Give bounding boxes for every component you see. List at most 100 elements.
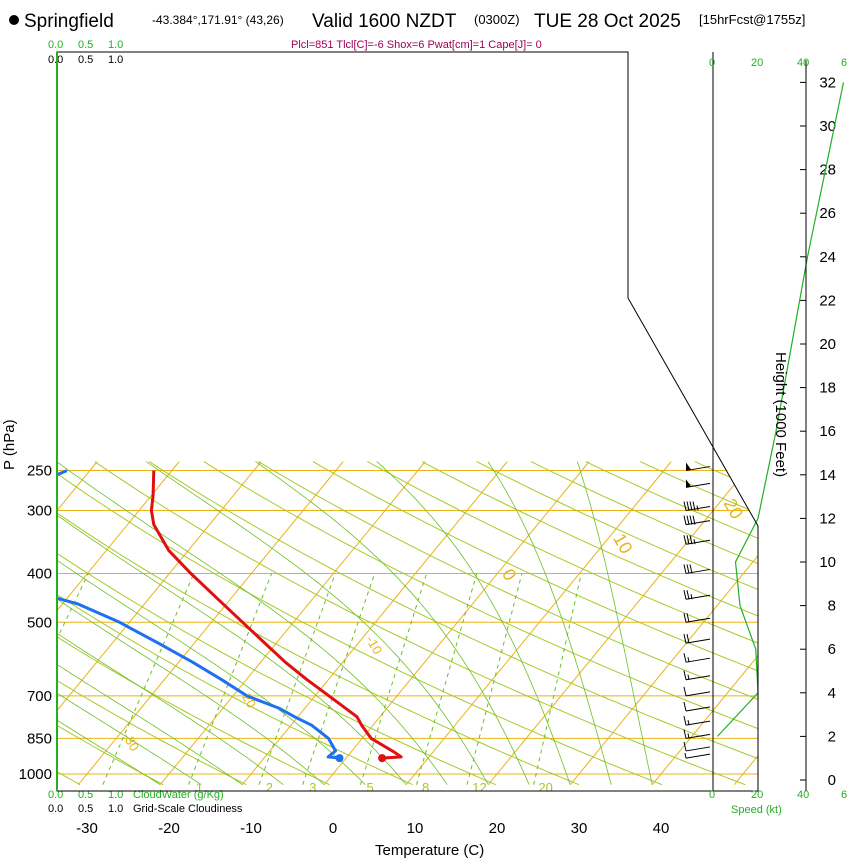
dry-adiabat — [367, 461, 758, 786]
wind-barb-flag — [683, 653, 687, 663]
top-cw-tick-2: 1.0 — [108, 39, 123, 51]
pressure-tick-label: 250 — [27, 463, 52, 480]
surface-dewpoint-point — [335, 754, 344, 763]
isotherm-line — [57, 461, 262, 785]
wind-barb-flag — [683, 535, 687, 545]
wind-barb — [683, 686, 711, 697]
wind-barb — [685, 462, 711, 472]
height-tick-label: 16 — [819, 423, 836, 440]
isotherm-line — [405, 461, 672, 785]
forecast-info: [15hrFcst@1755z] — [699, 12, 805, 27]
wind-barb-flag — [683, 741, 687, 752]
wind-barb-flag — [683, 686, 687, 697]
temperature-tick-label: 0 — [329, 820, 337, 837]
wind-barb-flag — [683, 590, 687, 600]
ws-tick-bot-40: 40 — [797, 789, 809, 801]
wind-barb — [683, 670, 711, 681]
temperature-profile — [149, 470, 403, 760]
wind-barb-pennant — [686, 462, 691, 471]
pressure-tick-label: 700 — [27, 688, 52, 705]
wind-barb — [683, 590, 711, 600]
temperature-tick-label: 30 — [571, 820, 588, 837]
wind-barb-staff — [685, 482, 711, 488]
wind-barb-half — [684, 753, 687, 759]
wind-barb-half — [687, 720, 690, 726]
wind-barb-flag — [686, 590, 690, 600]
moist-adiabat — [57, 461, 161, 786]
wind-barb — [683, 729, 711, 739]
mixing-ratio-line — [258, 573, 336, 785]
height-tick-label: 20 — [819, 336, 836, 353]
top-cw-tick-0: 0.0 — [48, 39, 63, 51]
mixing-ratio-label: 5 — [366, 780, 373, 795]
height-tick-label: 6 — [828, 641, 836, 658]
temperature-tick-label: -30 — [76, 820, 98, 837]
temperature-tick-label: 10 — [407, 820, 424, 837]
dry-adiabat — [94, 461, 746, 786]
moist-adiabat — [487, 461, 612, 785]
wind-speed-label: Speed (kt) — [731, 804, 782, 816]
wind-barb-flag — [686, 613, 690, 623]
x-axis-label: Temperature (C) — [375, 842, 484, 859]
moist-adiabat — [57, 461, 325, 785]
isotherm-line — [57, 461, 180, 785]
bottom-cw-tick-2: 1.0 — [108, 789, 123, 801]
bottom-cl-tick-2: 1.0 — [108, 803, 123, 815]
height-tick-label: 30 — [819, 118, 836, 135]
wind-barb-flag — [692, 515, 696, 525]
dry-adiabat — [530, 461, 758, 786]
isotherm-label: 10 — [609, 530, 636, 557]
ws-tick-bot-extra: 6 — [841, 789, 847, 801]
dry-adiabat — [57, 461, 580, 786]
moist-adiabat — [145, 461, 489, 785]
isotherm-line — [77, 461, 344, 785]
wind-barb-flag — [683, 670, 687, 680]
isotherm-line — [569, 461, 758, 785]
cloudiness-label: Grid-Scale Cloudiness — [133, 803, 243, 815]
dry-adiabat — [57, 461, 496, 786]
wind-barb-pennant — [686, 479, 691, 488]
wind-barb-flag — [686, 501, 690, 511]
dewpoint-profile — [57, 469, 340, 760]
station-name: Springfield — [24, 11, 114, 32]
wind-barb-flag — [683, 613, 687, 623]
wind-barb — [683, 535, 711, 545]
wind-speed-profile — [717, 82, 845, 737]
pressure-tick-label: 1000 — [19, 766, 52, 783]
y-axis-label: P (hPa) — [1, 419, 18, 470]
wind-barb-flag — [692, 501, 696, 511]
wind-barb-flag — [683, 501, 687, 511]
dry-adiabat — [258, 461, 758, 786]
dry-adiabat — [148, 461, 758, 786]
top-cw-tick-1: 0.5 — [78, 39, 93, 51]
isotherm-line — [159, 461, 426, 785]
wind-barb-flag — [683, 729, 687, 739]
moist-adiabat — [57, 461, 243, 786]
wind-barb-staff — [685, 706, 711, 712]
moist-adiabat — [57, 461, 202, 786]
mixing-ratio-label: 8 — [422, 780, 429, 795]
dry-adiabat — [203, 461, 758, 786]
bottom-cl-tick-1: 0.5 — [78, 803, 93, 815]
wind-barb — [683, 564, 711, 574]
wind-barb — [683, 501, 711, 511]
valid-date: TUE 28 Oct 2025 — [534, 11, 681, 32]
ws-tick-top-extra: 6 — [841, 57, 847, 69]
mixing-ratio-line — [302, 573, 376, 785]
wind-barb-staff — [685, 657, 711, 663]
wind-barb — [683, 515, 711, 526]
height-tick-label: 12 — [819, 510, 836, 527]
wind-barb-staff — [685, 520, 711, 526]
ws-tick-top-20: 20 — [751, 57, 763, 69]
dry-adiabat — [312, 461, 758, 786]
dry-adiabat — [57, 461, 663, 786]
mixing-ratio-line — [415, 573, 478, 785]
bottom-cw-tick-1: 0.5 — [78, 789, 93, 801]
wind-barb-staff — [685, 746, 711, 752]
wind-barb — [683, 653, 711, 663]
pressure-tick-label: 400 — [27, 565, 52, 582]
dry-adiabat — [57, 461, 330, 786]
wind-barb-staff — [685, 617, 711, 623]
plot-frame — [56, 51, 759, 792]
pressure-tick-label: 850 — [27, 730, 52, 747]
